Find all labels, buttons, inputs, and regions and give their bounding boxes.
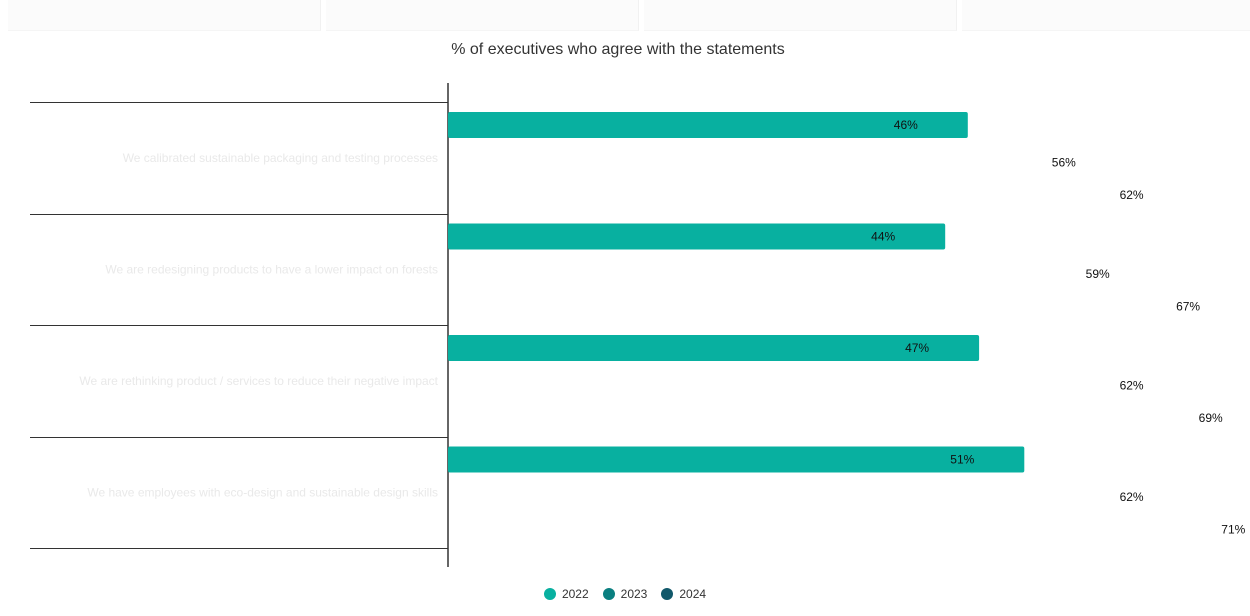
legend-item-2024[interactable]: 2024: [661, 587, 706, 601]
top-tab-placeholder[interactable]: [644, 0, 957, 31]
legend-item-2022[interactable]: 2022: [543, 587, 589, 601]
chart-legend: 2022 2023 2024: [0, 587, 1250, 601]
category-label: We have employees with eco-design and su…: [87, 486, 438, 500]
bar-2022: [448, 446, 1025, 473]
top-tab-placeholder[interactable]: [8, 0, 321, 31]
bar-value-label: 62%: [1120, 490, 1144, 504]
legend-label: 2024: [679, 587, 707, 601]
bar-value-label: 62%: [1120, 188, 1144, 202]
legend-swatch-icon: [543, 588, 556, 600]
bar-value-label: 51%: [950, 453, 974, 467]
bar-value-label: 59%: [1086, 267, 1110, 281]
bar-2022: [448, 112, 968, 138]
legend-item-2023[interactable]: 2023: [602, 587, 648, 601]
legend-swatch-icon: [661, 588, 674, 600]
bar-value-label: 71%: [1221, 523, 1245, 537]
bar-value-label: 62%: [1120, 379, 1144, 393]
bar-value-label: 67%: [1176, 300, 1200, 314]
bar-2022: [448, 335, 980, 361]
top-tab-placeholder[interactable]: [326, 0, 639, 31]
bar-2022: [448, 223, 946, 250]
top-tab-placeholder[interactable]: [962, 0, 1250, 31]
category-label: We are rethinking product / services to …: [79, 374, 438, 388]
bar-value-label: 47%: [905, 341, 929, 355]
top-tab-strip: [0, 0, 1250, 32]
legend-swatch-icon: [602, 588, 615, 600]
bar-value-label: 56%: [1052, 156, 1076, 170]
bar-value-label: 69%: [1199, 411, 1223, 425]
bar-value-label: 44%: [871, 230, 895, 244]
bar-value-label: 46%: [894, 118, 918, 132]
legend-label: 2023: [620, 587, 648, 601]
category-label: We calibrated sustainable packaging and …: [123, 151, 438, 165]
legend-label: 2022: [561, 587, 589, 601]
category-label: We are redesigning products to have a lo…: [105, 263, 438, 277]
chart-title: % of executives who agree with the state…: [451, 41, 785, 58]
